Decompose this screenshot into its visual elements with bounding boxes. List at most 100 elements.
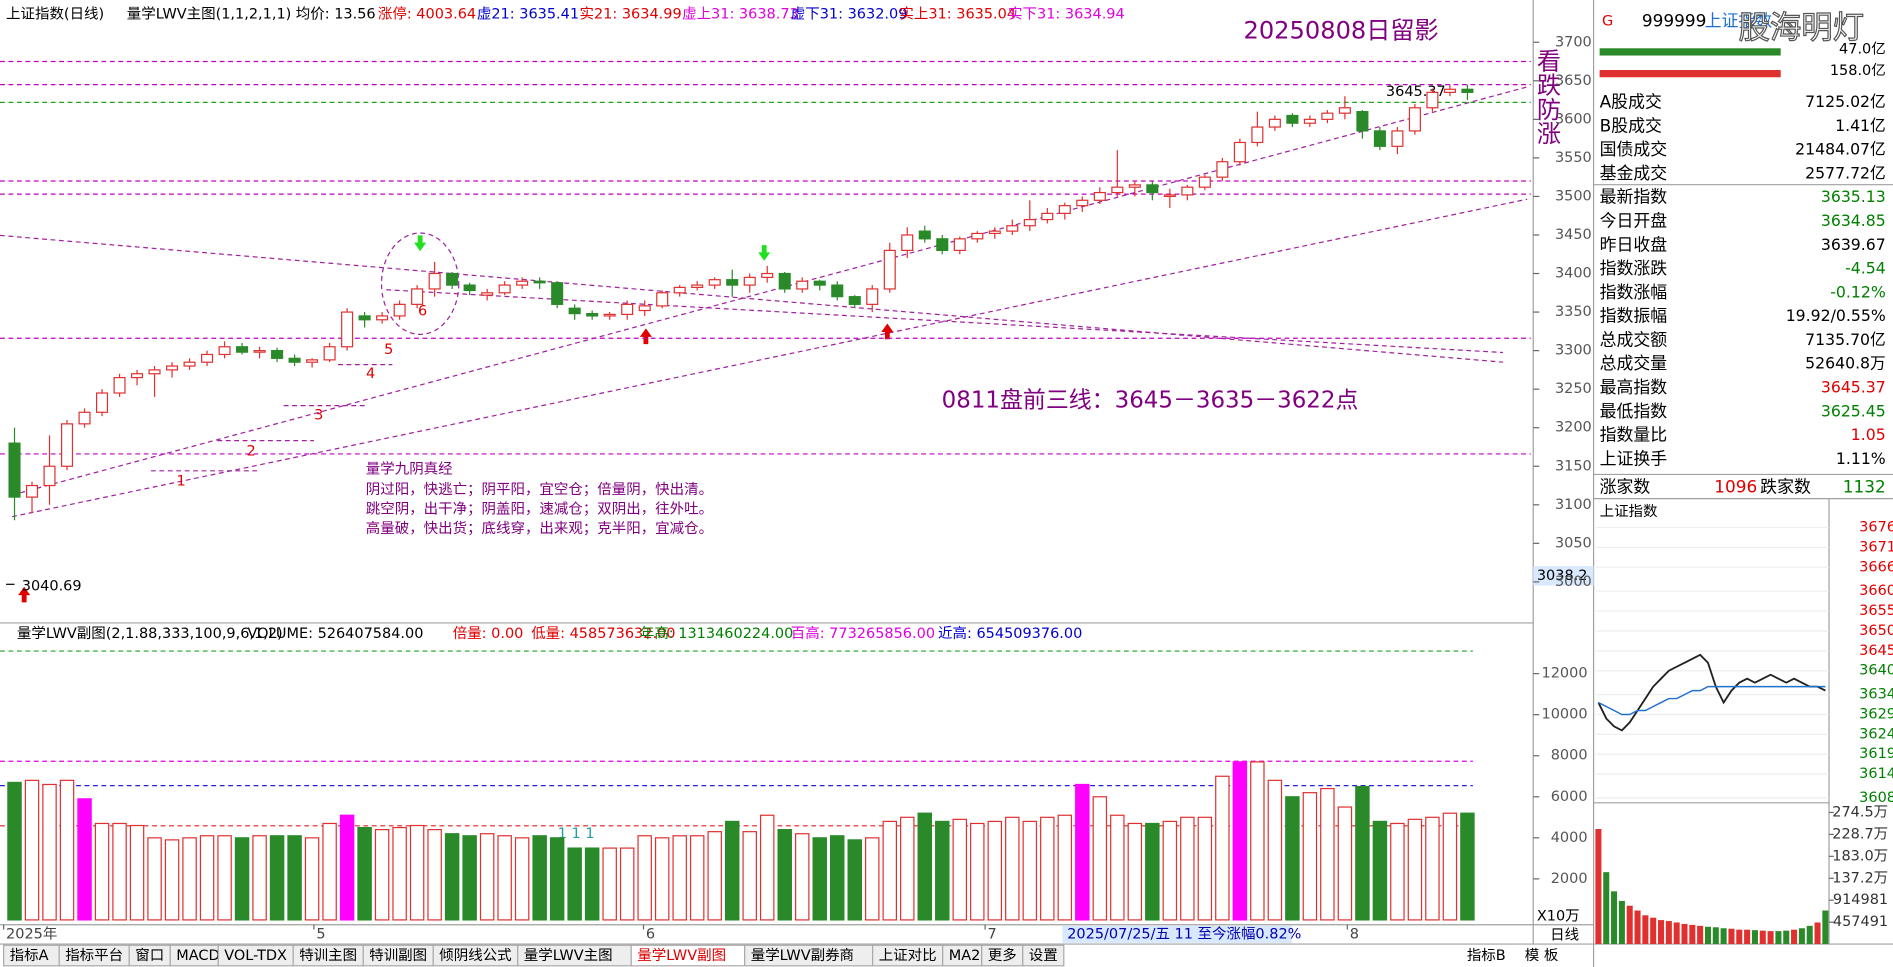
tab-label[interactable]: 指标B [1467, 947, 1506, 964]
candle-body [498, 284, 511, 294]
candle-body [1111, 186, 1124, 194]
intraday-volume [1658, 920, 1665, 945]
volume-bar [830, 835, 845, 921]
vertical-note: 看跌防涨 [1532, 48, 1560, 145]
intraday-line [1598, 685, 1826, 716]
tab-label[interactable]: 指标A [10, 947, 49, 964]
date-label: 7 [988, 926, 997, 942]
panel-top-value: 158.0亿 [1830, 62, 1886, 79]
candle-body [393, 303, 406, 317]
panel-row-label: 指数涨跌 [1600, 258, 1668, 278]
tab-label[interactable]: 窗口 [135, 946, 164, 964]
candle-body [533, 280, 546, 284]
volume-bar [182, 837, 197, 921]
candle-body [25, 484, 39, 498]
panel-row-value: 52640.8万 [1805, 354, 1886, 373]
tab[interactable] [1022, 944, 1065, 967]
candle-body [306, 359, 319, 363]
candle-body [1146, 184, 1159, 194]
volume-bar [637, 835, 652, 921]
tab-label[interactable]: 上证对比 [879, 947, 937, 964]
volume-bar [532, 835, 547, 921]
candle-body [691, 284, 704, 289]
candle-body [848, 296, 861, 305]
volume-bar [1215, 775, 1230, 921]
candle-body [743, 276, 756, 286]
tab-label[interactable]: 特训主图 [299, 947, 357, 964]
wave-label: 4 [366, 366, 375, 382]
tab-label[interactable]: 倾阴线公式 [439, 947, 511, 964]
candle-body [1443, 88, 1456, 93]
tab-label[interactable]: 更多 [988, 947, 1017, 964]
panel-row-label: 最新指数 [1600, 187, 1668, 207]
candle-body [1338, 107, 1351, 114]
panel-row-value: 2577.72亿 [1805, 163, 1886, 182]
sub-header-item: 倍量: 0.00 [453, 625, 524, 642]
panel-letter: G [1602, 14, 1613, 30]
sub-header-item: 近高: 654509376.00 [938, 625, 1082, 642]
candle-body [1233, 141, 1246, 163]
tab-label[interactable]: 模 板 [1525, 946, 1559, 964]
candle-body [568, 307, 581, 315]
scripture-title: 量学九阴真经 [366, 460, 453, 478]
volume-bar [269, 835, 285, 921]
arrows [6, 235, 894, 603]
tab-label[interactable]: VOL-TDX [224, 948, 287, 964]
y-tick-label: 3660 [1859, 583, 1893, 599]
y-tick-label: 4000 [1551, 830, 1588, 846]
tab-label[interactable]: MA2 [949, 948, 981, 964]
wave-label: 3 [314, 407, 323, 423]
down-count: 1132 [1843, 477, 1886, 497]
y-tick-label: 3666 [1859, 559, 1893, 575]
tab-label[interactable]: 指标平台 [65, 947, 123, 964]
volume-bar [1197, 816, 1213, 921]
texts: 20250808日留影 看跌防涨 0811盘前三线：3645－3635－3622… [22, 9, 1886, 943]
candle-body [1093, 191, 1106, 201]
tab-label[interactable]: 量学LWV主图 [524, 947, 613, 964]
wave-label: 6 [418, 303, 427, 319]
intraday-volume [1736, 929, 1743, 945]
volume-bar [1022, 820, 1038, 921]
candle-body [761, 272, 774, 278]
header-item: 均价: 13.56 [296, 5, 376, 22]
candle-body [1163, 194, 1176, 198]
intraday-volume [1665, 921, 1672, 945]
panel-row-label: 最高指数 [1600, 377, 1668, 397]
panel-row-value: 7135.70亿 [1805, 330, 1886, 349]
y2-tick-label: 274.5万 [1832, 804, 1888, 820]
volume-bar [24, 779, 40, 921]
volume-bar [602, 847, 617, 921]
volume-bar [900, 816, 915, 921]
panel-row-label: 最低指数 [1600, 401, 1668, 421]
y-tick-label: 3400 [1555, 266, 1592, 282]
volume-bar [147, 837, 162, 921]
candle-body [288, 357, 301, 363]
panel-row-label: 指数量比 [1600, 425, 1668, 445]
volume-bar [865, 837, 880, 921]
status: 2025/07/25/五 11 至今涨幅0.82% [1067, 925, 1301, 942]
scripture-line: 阴过阳，快逃亡；阴平阳，宜空仓；倍量阴，快出清。 [366, 481, 713, 498]
tab-label[interactable]: 设置 [1029, 947, 1058, 964]
y-tick-label: 3676 [1859, 520, 1893, 536]
sub-header-item: 年高: 1313460224.00 [640, 625, 793, 642]
tab-label[interactable]: MACD [176, 948, 219, 964]
intraday-volume [1689, 924, 1696, 945]
volume-bar [444, 833, 460, 921]
candle-body [1058, 205, 1071, 214]
tab-label[interactable]: 量学LWV副图 [637, 947, 726, 964]
candle-body [516, 280, 529, 286]
panel-row-value: 1.11% [1836, 449, 1886, 468]
volume-bar [374, 829, 390, 921]
volume-bar [129, 824, 145, 921]
panel-row-label: 指数涨幅 [1600, 282, 1668, 302]
candle-body [1251, 126, 1264, 144]
tab-label[interactable]: 量学LWV副券商 [751, 947, 854, 964]
candle-body [411, 288, 424, 305]
intraday-volume [1697, 925, 1704, 945]
tab-label[interactable]: 特训副图 [369, 947, 427, 964]
candle-body [1303, 118, 1316, 124]
y-tick-label: 3640 [1859, 663, 1893, 679]
candle-body [1076, 199, 1089, 207]
